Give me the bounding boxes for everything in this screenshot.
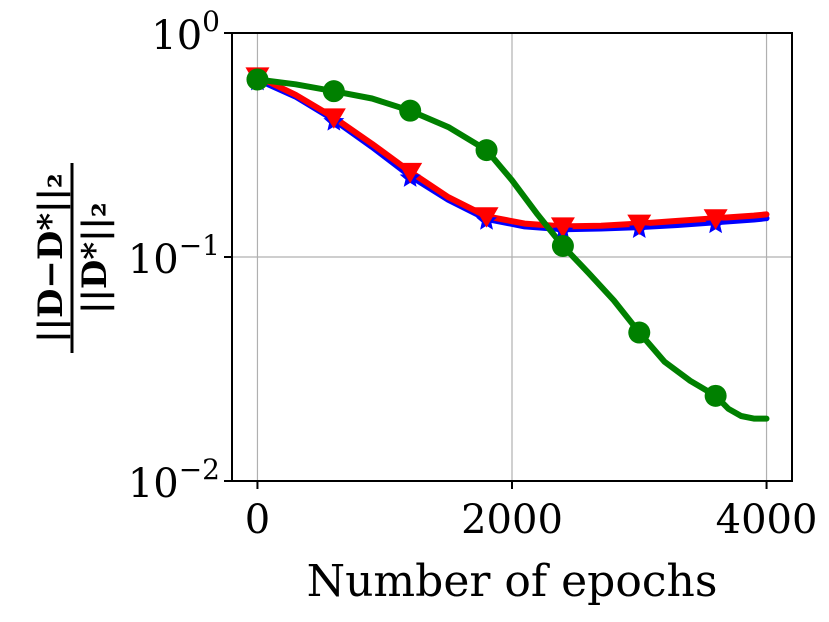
x-tick-label: 2000 [461, 497, 563, 543]
data-point [321, 108, 346, 129]
tick-labels: 0 2000 4000 100 10−1 10−2 [128, 5, 818, 543]
axis-ticks [224, 32, 768, 489]
data-point [550, 217, 575, 238]
x-tick-label: 4000 [716, 497, 818, 543]
data-point [322, 80, 345, 103]
series-markers [245, 67, 728, 407]
x-tick-label: 0 [245, 497, 270, 543]
data-point [628, 321, 651, 344]
y-axis-title: ||D−D*||₂ ||D*||₂ [31, 163, 115, 353]
data-point [627, 214, 652, 235]
y-axis-title-denominator: ||D*||₂ [75, 202, 115, 314]
data-point [704, 384, 727, 407]
y-tick-label: 100 [151, 5, 220, 59]
y-axis-title-numerator: ||D−D*||₂ [31, 173, 71, 343]
data-point [551, 234, 574, 257]
data-point [475, 139, 498, 162]
grid [232, 32, 792, 482]
y-tick-label: 10−1 [128, 229, 220, 283]
x-axis-title: Number of epochs [307, 556, 718, 607]
data-point [703, 209, 728, 230]
data-point [398, 162, 423, 184]
data-point [399, 99, 422, 122]
series-line-2 [254, 76, 770, 422]
series-lines [254, 73, 770, 422]
y-tick-label: 10−2 [128, 453, 220, 507]
data-point [246, 68, 269, 91]
series-line-1 [254, 73, 770, 230]
data-point [474, 207, 499, 228]
